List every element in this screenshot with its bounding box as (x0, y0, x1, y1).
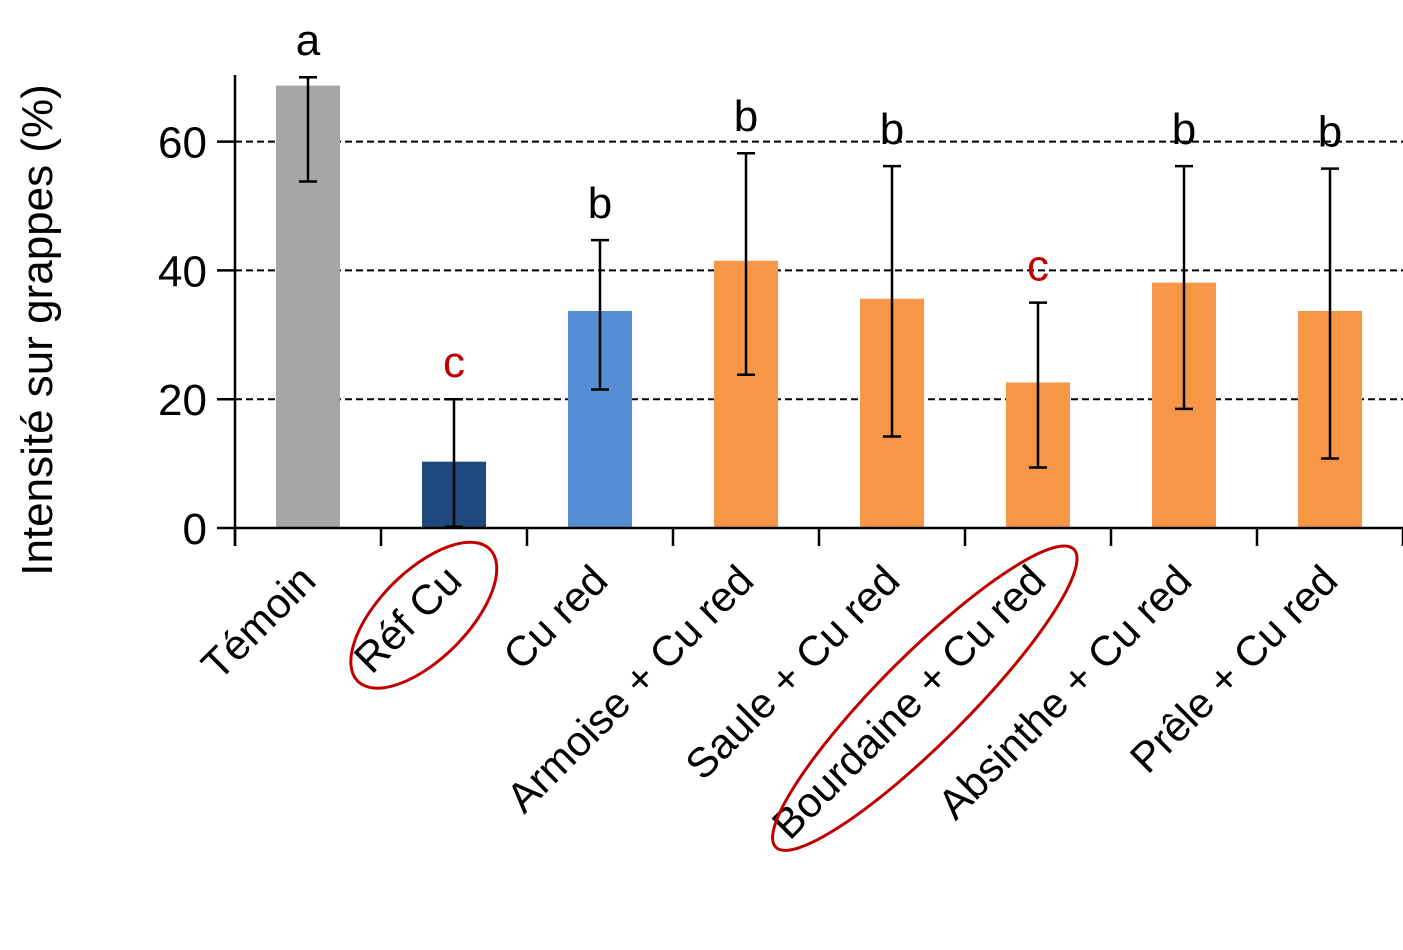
category-label: Témoin (192, 556, 324, 688)
y-tick-label: 20 (158, 376, 207, 425)
significance-letters: a c b b b c b b (296, 16, 1342, 387)
y-axis-title: Intensité sur grappes (%) (13, 84, 62, 576)
significance-letter: b (1172, 105, 1196, 154)
error-bars (299, 75, 1339, 528)
significance-letter: b (1318, 108, 1342, 157)
significance-letter: a (296, 16, 321, 65)
category-label: Armoise + Cu red (497, 556, 762, 821)
significance-letter: c (443, 338, 465, 387)
y-tick-label: 40 (158, 247, 207, 296)
significance-letter: b (880, 105, 904, 154)
category-label: Bourdaine + Cu red (763, 556, 1055, 848)
y-tick-labels: 0 20 40 60 (158, 119, 207, 554)
y-tick-label: 60 (158, 119, 207, 168)
significance-letter: b (734, 92, 758, 141)
highlight-ellipses (349, 540, 1079, 852)
significance-letter: c (1027, 242, 1049, 291)
highlight-ellipse (349, 540, 499, 690)
bars (276, 85, 1362, 529)
highlight-ellipse (771, 544, 1079, 852)
y-tick-label: 0 (183, 505, 207, 554)
gridlines (235, 140, 1403, 401)
significance-letter: b (588, 179, 612, 228)
axes (217, 75, 1403, 546)
category-label: Cu red (494, 556, 616, 678)
